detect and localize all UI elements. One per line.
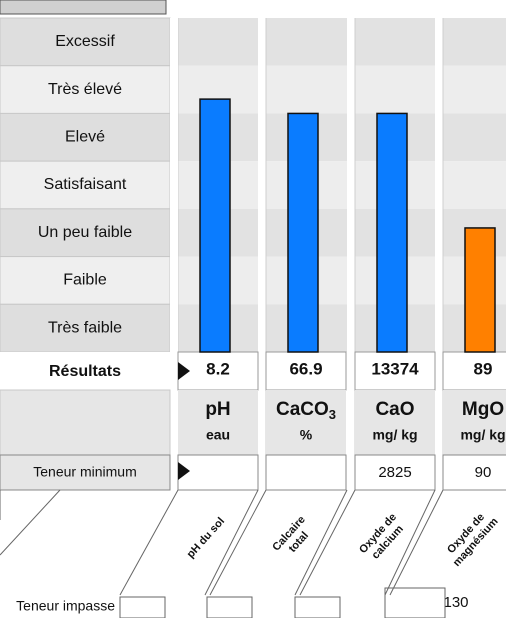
frame-line <box>299 489 356 596</box>
pointer-arrow <box>178 362 190 380</box>
bar <box>464 227 496 353</box>
minimum-cell <box>354 454 436 491</box>
frame-line <box>389 489 444 596</box>
unit: mg/ kg <box>372 427 417 443</box>
level-label: Très élevé <box>48 81 122 98</box>
impasse-value: 130 <box>443 594 468 611</box>
impasse-cell <box>206 596 253 618</box>
symbol-cell <box>443 390 506 455</box>
frame-line <box>0 489 61 556</box>
frame-line <box>119 489 179 596</box>
minimum-cell <box>177 454 259 491</box>
level-label: Excessif <box>55 33 115 50</box>
level-label: Faible <box>63 272 107 289</box>
result-value: 8.2 <box>206 359 230 378</box>
results-label: Résultats <box>49 363 121 380</box>
symbol: MgO <box>462 399 504 420</box>
symbol-text: CaCO <box>276 399 329 420</box>
column-gap <box>435 18 443 490</box>
symbol-sub: 3 <box>329 407 336 422</box>
symbol: CaO <box>375 399 414 420</box>
impasse-label: Teneur impasse <box>16 598 115 614</box>
symbol: pH <box>205 399 230 420</box>
frame-line <box>384 489 436 596</box>
level-row <box>0 208 171 258</box>
impasse-cell <box>294 596 341 618</box>
symbol-text: MgO <box>462 399 504 420</box>
pointer-arrow <box>178 462 190 480</box>
level-row <box>0 17 171 67</box>
minimum-cell <box>265 454 347 491</box>
bar <box>199 98 231 353</box>
unit: eau <box>206 427 230 443</box>
symbol-cell <box>266 390 346 455</box>
minimum-row <box>0 454 171 491</box>
frame-line <box>204 489 259 596</box>
symbol-cell <box>178 390 258 455</box>
minimum-cell <box>442 454 506 491</box>
result-cell <box>354 351 436 391</box>
level-label: Un peu faible <box>38 224 132 241</box>
symbol: CaCO3 <box>276 399 336 422</box>
bar <box>287 112 319 353</box>
impasse-cell <box>119 596 166 618</box>
symbol-cell <box>355 390 435 455</box>
column-gap <box>258 18 266 490</box>
results-row <box>0 352 170 390</box>
minimum-value: 90 <box>475 464 492 481</box>
unit: % <box>300 427 313 443</box>
column-gap <box>347 18 355 490</box>
level-label: Très faible <box>48 319 122 336</box>
symbol-text: CaO <box>375 399 414 420</box>
header-tab <box>0 0 167 15</box>
symbol-row <box>0 389 171 456</box>
result-cell <box>442 351 506 391</box>
unit: mg/ kg <box>460 427 505 443</box>
minimum-label: Teneur minimum <box>33 464 136 480</box>
frame-line <box>294 489 348 596</box>
level-row <box>0 112 171 162</box>
frame-line <box>209 489 267 596</box>
perspective-frame <box>0 489 446 618</box>
column-gap <box>170 18 178 490</box>
result-value: 13374 <box>371 359 419 378</box>
impasse-cell <box>384 587 446 618</box>
bar <box>376 112 408 353</box>
result-value: 89 <box>474 359 493 378</box>
minimum-value: 2825 <box>378 464 411 481</box>
level-row <box>0 160 171 210</box>
level-label: Elevé <box>65 129 105 146</box>
level-label: Satisfaisant <box>44 176 127 193</box>
result-value: 66.9 <box>289 359 322 378</box>
symbol-text: pH <box>205 399 230 420</box>
level-band <box>170 18 506 66</box>
